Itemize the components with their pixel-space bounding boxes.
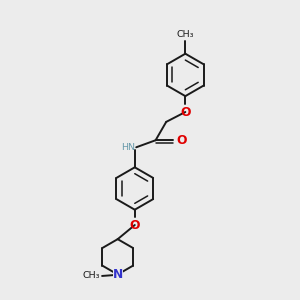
- Text: O: O: [130, 218, 140, 232]
- Text: O: O: [180, 106, 190, 118]
- Text: O: O: [177, 134, 187, 147]
- Text: N: N: [112, 268, 123, 281]
- Text: CH₃: CH₃: [82, 272, 100, 280]
- Text: HN: HN: [121, 143, 135, 152]
- Text: CH₃: CH₃: [177, 30, 194, 39]
